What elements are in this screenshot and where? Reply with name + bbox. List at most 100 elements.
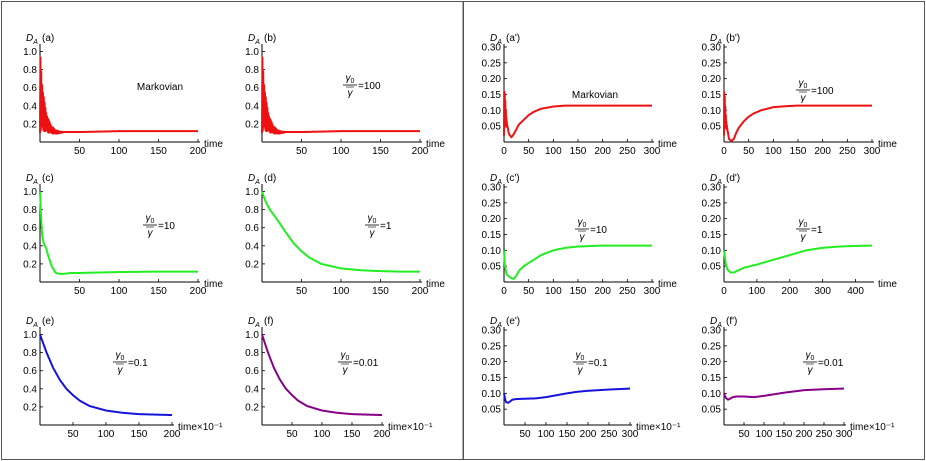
x-tick-label: 150 bbox=[372, 286, 389, 297]
y-tick-label: 0.25 bbox=[482, 341, 502, 352]
series-line-b2 bbox=[723, 91, 873, 143]
x-tick-label: 300 bbox=[622, 429, 639, 440]
annotation-value: =0.01 bbox=[353, 358, 379, 369]
x-tick-label: 50 bbox=[519, 429, 531, 440]
annotation-value: =1 bbox=[380, 221, 392, 232]
y-tick-label: 0.8 bbox=[245, 348, 259, 359]
y-tick-label: 0.15 bbox=[702, 373, 722, 384]
y-tick-label: 0.15 bbox=[702, 230, 722, 241]
x-tick-label: 300 bbox=[814, 286, 831, 297]
x-axis-label: time×10⁻¹ bbox=[636, 422, 681, 433]
y-tick-label: 0.30 bbox=[482, 43, 502, 54]
y-tick-label: 0.2 bbox=[245, 119, 259, 130]
x-axis-label: time bbox=[426, 139, 445, 150]
x-tick-label: 200 bbox=[374, 429, 391, 440]
y-tick-label: 0.30 bbox=[482, 326, 502, 337]
y-axis-label: DA bbox=[248, 316, 260, 329]
y-tick-label: 0.20 bbox=[702, 214, 722, 225]
x-tick-label: 250 bbox=[601, 429, 618, 440]
y-tick-label: 0.05 bbox=[702, 262, 722, 273]
y-axis-label: DA bbox=[490, 33, 502, 46]
x-tick-label: 200 bbox=[190, 146, 207, 157]
y-tick-label: 0.6 bbox=[245, 366, 259, 377]
panel-title: (f) bbox=[264, 316, 273, 327]
y-tick-label: 0.05 bbox=[702, 122, 722, 133]
y-tick-label: 0.6 bbox=[245, 223, 259, 234]
y-tick-label: 0.25 bbox=[482, 58, 502, 69]
annotation-value: =0.1 bbox=[588, 358, 608, 369]
annotation-ratio: γ0 γ =10 bbox=[575, 217, 607, 243]
y-axis-label: DA bbox=[710, 173, 722, 186]
y-tick-label: 0.25 bbox=[702, 58, 722, 69]
series-line-a2 bbox=[503, 90, 653, 139]
x-tick-label: 200 bbox=[580, 429, 597, 440]
annotation-denominator: γ bbox=[118, 365, 124, 376]
y-axis-label: DA bbox=[710, 316, 722, 329]
y-tick-label: 0.10 bbox=[702, 246, 722, 257]
y-tick-label: 0.8 bbox=[245, 65, 259, 76]
x-tick-label: 0 bbox=[721, 286, 727, 297]
panel-title: (e) bbox=[42, 316, 54, 327]
annotation-ratio: γ0 γ =10 bbox=[143, 213, 175, 239]
x-tick-label: 100 bbox=[314, 429, 331, 440]
series-line-d2 bbox=[723, 244, 873, 274]
y-tick-label: 0.6 bbox=[23, 83, 37, 94]
x-axis-label: time bbox=[204, 279, 223, 290]
x-tick-label: 100 bbox=[765, 146, 782, 157]
y-tick-label: 0.05 bbox=[482, 262, 502, 273]
x-tick-label: 250 bbox=[816, 429, 833, 440]
annotation-value: =0.01 bbox=[818, 358, 844, 369]
y-tick-label: 0.15 bbox=[482, 230, 502, 241]
x-tick-label: 300 bbox=[644, 286, 661, 297]
x-axis-label: time bbox=[426, 279, 445, 290]
y-tick-label: 0.2 bbox=[245, 259, 259, 270]
x-tick-label: 0 bbox=[721, 146, 727, 157]
annotation-value: =10 bbox=[590, 225, 607, 236]
x-tick-label: 150 bbox=[344, 429, 361, 440]
x-tick-label: 50 bbox=[74, 286, 86, 297]
annotation-ratio: γ0 γ =0.1 bbox=[573, 350, 608, 376]
y-tick-label: 0.2 bbox=[23, 119, 37, 130]
x-tick-label: 100 bbox=[545, 146, 562, 157]
y-tick-label: 0.6 bbox=[245, 83, 259, 94]
series-line-e2 bbox=[503, 387, 631, 404]
x-axis-label: time bbox=[658, 279, 677, 290]
annotation-ratio: γ0 γ =0.01 bbox=[803, 350, 844, 376]
annotation-numerator: γ0 bbox=[346, 73, 355, 85]
annotation-denominator: γ bbox=[343, 365, 349, 376]
annotation-numerator: γ0 bbox=[146, 213, 155, 225]
annotation-numerator: γ0 bbox=[116, 350, 125, 362]
annotation-ratio: γ0 γ =1 bbox=[796, 217, 823, 243]
annotation-text: Markovian bbox=[137, 82, 183, 93]
y-tick-label: 0.4 bbox=[23, 241, 37, 252]
y-tick-label: 0.05 bbox=[702, 405, 722, 416]
annotation-denominator: γ bbox=[148, 228, 154, 239]
x-tick-label: 150 bbox=[150, 146, 167, 157]
annotation-numerator: γ0 bbox=[799, 217, 808, 229]
annotation-text: Markovian bbox=[572, 90, 618, 101]
x-tick-label: 50 bbox=[296, 286, 308, 297]
y-axis-label: DA bbox=[26, 173, 38, 186]
y-axis-label: DA bbox=[248, 173, 260, 186]
x-tick-label: 50 bbox=[74, 146, 86, 157]
panel-title: (b') bbox=[726, 33, 740, 44]
annotation-numerator: γ0 bbox=[806, 350, 815, 362]
y-tick-label: 1.0 bbox=[245, 47, 259, 58]
y-tick-label: 0.25 bbox=[482, 198, 502, 209]
x-axis-label: time bbox=[878, 139, 897, 150]
annotation-denominator: γ bbox=[808, 365, 814, 376]
annotation-denominator: γ bbox=[801, 93, 807, 104]
x-tick-label: 100 bbox=[545, 286, 562, 297]
series-line-f2 bbox=[723, 387, 845, 401]
x-tick-label: 50 bbox=[743, 146, 755, 157]
y-axis-label: DA bbox=[710, 33, 722, 46]
y-tick-label: 0.2 bbox=[23, 259, 37, 270]
y-tick-label: 0.10 bbox=[482, 389, 502, 400]
panel-title: (f') bbox=[726, 316, 737, 327]
y-tick-label: 0.30 bbox=[482, 183, 502, 194]
x-tick-label: 50 bbox=[738, 429, 750, 440]
x-axis-label: time bbox=[658, 139, 677, 150]
